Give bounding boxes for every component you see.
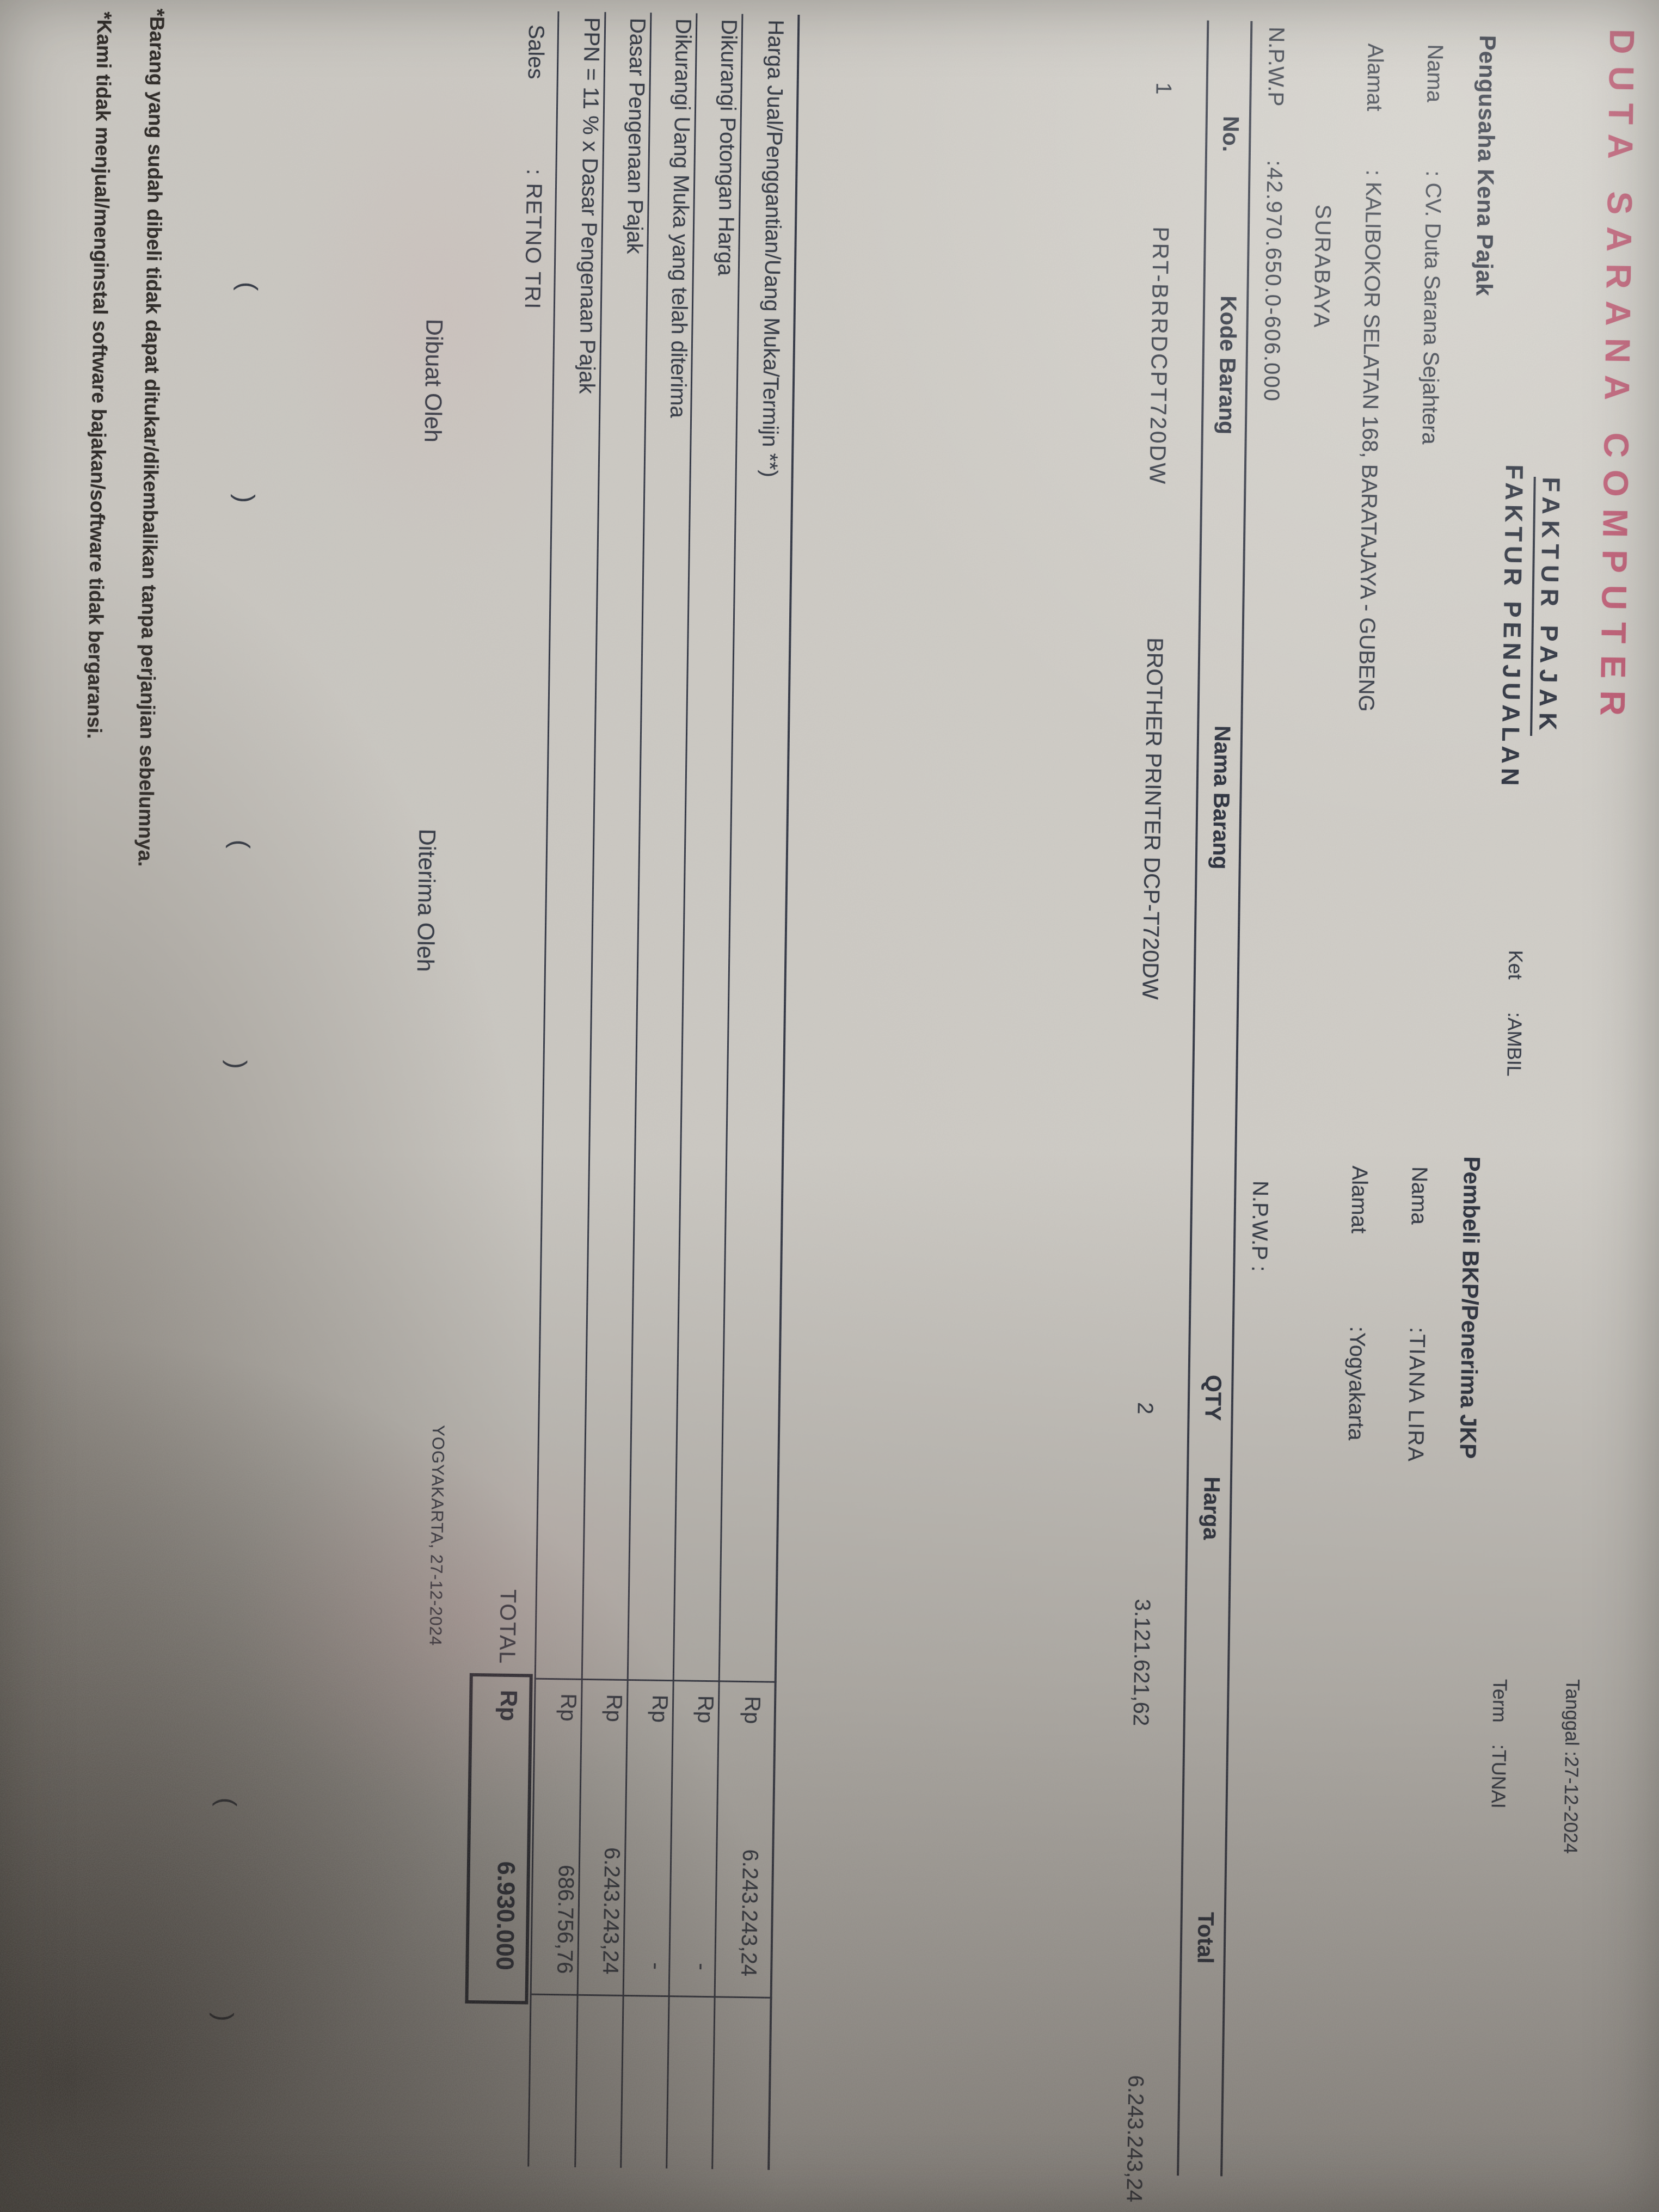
total-value: 6.930.000 xyxy=(491,1861,521,1971)
tanggal: Tanggal :27-12-2024 xyxy=(1537,1647,1605,1854)
term: Term :TUNAI xyxy=(1464,1646,1535,1809)
summary-value-5: 686.756,76 xyxy=(552,1864,578,1974)
tanggal-label: Tanggal xyxy=(1561,1679,1583,1746)
ket-value: :AMBIL xyxy=(1503,1012,1527,1077)
summary-value-4: 6.243.243,24 xyxy=(598,1847,624,1975)
paren-close-1: ) xyxy=(230,494,260,503)
summary-value-2: - xyxy=(690,1963,714,1971)
term-label: Term xyxy=(1488,1679,1511,1723)
total-label: TOTAL xyxy=(495,1589,521,1665)
summary-label-2: Dikurangi Potongan Harga xyxy=(713,19,741,276)
city-date: YOGYAKARTA, 27-12-2024 xyxy=(426,1424,448,1646)
paren-close-2: ) xyxy=(222,1060,251,1070)
row-qty: 2 xyxy=(1133,1402,1157,1415)
buyer-section-title: Pembeli BKP/Penerima JKP xyxy=(1455,1156,1485,1459)
total-rp: Rp xyxy=(495,1689,522,1722)
table-header-rule xyxy=(1177,20,1209,2176)
doc-title-pajak: FAKTUR PAJAK xyxy=(1530,477,1565,736)
seller-alamat-value: : KALIBOKOR SELATAN 168, BARATAJAYA - GU… xyxy=(1354,169,1386,712)
seller-alamat-label: Alamat xyxy=(1362,43,1387,112)
summary-rp-3: Rp xyxy=(647,1694,672,1723)
seller-nama-value: : CV. Duta Sarana Sejahtera xyxy=(1417,170,1446,445)
paren-open-3: ( xyxy=(212,1797,241,1807)
sales-label: Sales xyxy=(523,24,549,79)
paren-open-2: ( xyxy=(225,839,255,849)
col-header-nama: Nama Barang xyxy=(1208,725,1236,870)
col-header-harga: Harga xyxy=(1199,1476,1225,1540)
footer-note-1: *Barang yang sudah dibeli tidak dapat di… xyxy=(134,8,169,867)
seller-alamat-value-2: SURABAYA xyxy=(1309,204,1335,329)
col-header-no: No. xyxy=(1218,115,1244,152)
row-nama: BROTHER PRINTER DCP-T720DW xyxy=(1138,637,1168,1000)
summary-label-4: Dasar Pengenaan Pajak xyxy=(622,17,650,254)
col-header-total: Total xyxy=(1193,1912,1219,1964)
footer-note-2: *Kami tidak menjual/menginstal software … xyxy=(83,11,116,739)
tanggal-value: :27-12-2024 xyxy=(1559,1750,1583,1854)
summary-rp-2: Rp xyxy=(693,1695,718,1724)
summary-rp-4: Rp xyxy=(601,1694,626,1723)
seller-npwp-value: :42.970.650.0-606.000 xyxy=(1259,159,1287,403)
ket-label: Ket xyxy=(1504,950,1527,980)
buyer-alamat-value: :Yogyakarta xyxy=(1343,1326,1369,1441)
row-no: 1 xyxy=(1151,82,1176,95)
buyer-npwp-label: N.P.W.P : xyxy=(1247,1180,1273,1272)
row-harga: 3.121.621,62 xyxy=(1128,1599,1154,1726)
seller-nama-label: Nama xyxy=(1422,44,1447,103)
sales-value: : RETNO TRI xyxy=(520,169,546,310)
summary-value-3: - xyxy=(644,1962,668,1970)
amount-box-left xyxy=(534,1678,777,1683)
seller-npwp-label: N.P.W.P xyxy=(1263,27,1289,107)
amount-box-right xyxy=(530,1993,772,1999)
col-header-kode: Kode Barang xyxy=(1214,295,1242,435)
diterima-oleh: Diterima Oleh xyxy=(411,828,440,972)
ket: Ket :AMBIL xyxy=(1479,917,1550,1077)
row-total: 6.243.243,24 xyxy=(1122,2075,1148,2203)
row-kode: PRT-BRRDCPT720DW xyxy=(1145,226,1174,486)
company-name: DUTA SARANA COMPUTER xyxy=(1593,28,1642,728)
summary-rp-1: Rp xyxy=(740,1695,765,1724)
col-header-qty: QTY xyxy=(1200,1374,1226,1421)
paren-open-1: ( xyxy=(233,281,262,291)
buyer-nama-label: Nama xyxy=(1406,1166,1432,1225)
term-value: :TUNAI xyxy=(1487,1744,1511,1809)
seller-section-title: Pengusaha Kena Pajak xyxy=(1471,35,1501,297)
buyer-nama-value: :TIANA LIRA xyxy=(1403,1326,1429,1463)
doc-title-penjualan: FAKTUR PENJUALAN xyxy=(1496,464,1529,790)
summary-rp-5: Rp xyxy=(556,1693,581,1722)
paren-close-3: ) xyxy=(208,2012,238,2022)
summary-value-1: 6.243.243,24 xyxy=(736,1849,763,1977)
buyer-alamat-label: Alamat xyxy=(1347,1165,1372,1234)
dibuat-oleh: Dibuat Oleh xyxy=(419,318,447,443)
summary-label-1: Harga Jual/Penggantian/Uang Muka/Termijn… xyxy=(757,20,788,478)
